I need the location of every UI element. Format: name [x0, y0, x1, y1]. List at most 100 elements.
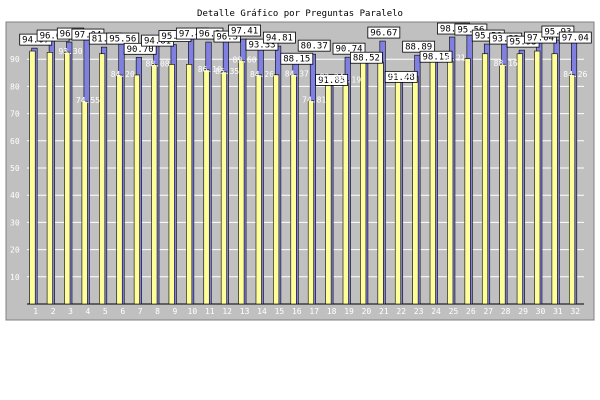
- bar-series-b: [325, 77, 332, 305]
- value-label-series-a: 97.41: [231, 27, 258, 37]
- bar-series-b: [29, 50, 36, 305]
- bar-series-b: [429, 53, 436, 305]
- bar-series-b: [412, 76, 419, 305]
- y-tick-label: 50: [10, 164, 20, 173]
- x-tick-label: 13: [240, 307, 250, 316]
- bar-series-b: [64, 51, 71, 305]
- bar-series-b: [499, 63, 506, 305]
- value-label-series-b: 84.26: [563, 70, 587, 79]
- value-label-box: [245, 38, 279, 51]
- bar-series-b: [203, 69, 210, 305]
- y-axis-ticks: 10 20 30 40 50 60 70 80 90: [10, 55, 20, 282]
- value-label-series-b: 83.24: [320, 73, 344, 82]
- value-label-series-a: 94.81: [266, 34, 293, 44]
- bar-series-b: [377, 61, 384, 305]
- x-tick-label: 27: [483, 307, 493, 316]
- value-label-series-b: 93.30: [58, 47, 82, 56]
- x-tick-label: 4: [86, 307, 91, 316]
- x-tick-label: 10: [188, 307, 198, 316]
- value-label-series-a: 96.67: [40, 32, 67, 42]
- value-label-series-a: 95.56: [457, 26, 484, 36]
- chart-title: Detalle Gráfico por Preguntas Paralelo: [197, 9, 403, 19]
- bar-series-b: [168, 64, 175, 305]
- bar-series-b: [290, 74, 297, 305]
- bar-series-b: [116, 74, 123, 305]
- value-label-box: [350, 51, 383, 64]
- value-label-series-b: 84.26: [250, 70, 274, 79]
- x-tick-label: 22: [396, 307, 406, 316]
- value-label-series-a: 93.33: [248, 41, 275, 51]
- bar-series-b: [394, 76, 402, 305]
- bar-series-b: [568, 74, 576, 305]
- value-label-series-b: 85.35: [215, 67, 239, 76]
- value-label-series-b: 74.81: [302, 96, 326, 105]
- value-label-series-a: 88.15: [283, 55, 310, 65]
- value-label-series-a: 88.89: [405, 43, 432, 53]
- bar-series-b: [133, 74, 140, 305]
- value-label-series-b: 84.20: [111, 70, 135, 79]
- bar-series-b: [238, 59, 245, 305]
- y-tick-label: 20: [10, 246, 20, 255]
- x-tick-label: 21: [379, 307, 389, 316]
- value-label-series-a: 95.37: [161, 32, 188, 42]
- y-tick-label: 10: [10, 273, 20, 282]
- y-tick-label: 80: [10, 82, 20, 91]
- y-tick-label: 70: [10, 110, 20, 119]
- bar-series-b: [534, 50, 541, 305]
- value-label-box: [384, 70, 418, 83]
- x-tick-label: 16: [292, 307, 302, 316]
- bar-series-b: [255, 74, 262, 305]
- y-tick-label: 30: [10, 218, 20, 227]
- value-label-box: [332, 42, 366, 55]
- value-labels: 94.0796.6796.393.3097.0474.5581.4895.568…: [19, 22, 592, 105]
- value-label-series-b: 88.16: [494, 59, 518, 68]
- x-tick-label: 29: [518, 307, 528, 316]
- value-label-box: [558, 31, 592, 44]
- x-tick-label: 24: [431, 307, 441, 316]
- value-label-series-b: 83.64: [389, 71, 413, 80]
- value-label-series-a: 96.3: [60, 30, 82, 40]
- value-label-box: [315, 73, 349, 86]
- x-tick-label: 12: [222, 307, 232, 316]
- value-label-box: [123, 42, 157, 55]
- x-tick-label: 26: [466, 307, 476, 316]
- value-label-series-a: 96.3: [199, 30, 221, 40]
- bar-series-b: [481, 53, 489, 305]
- bar-series-b: [516, 53, 523, 305]
- value-label-box: [297, 39, 331, 52]
- x-tick-label: 15: [275, 307, 285, 316]
- value-label-box: [262, 31, 296, 44]
- x-tick-label: 7: [138, 307, 143, 316]
- value-label-series-b: 74.55: [76, 96, 100, 105]
- y-tick-label: 60: [10, 137, 20, 146]
- value-label-series-b: 84.37: [285, 70, 309, 79]
- value-label-series-a: 91.85: [318, 76, 345, 86]
- bar-series-b: [46, 52, 53, 305]
- x-tick-label: 30: [536, 307, 546, 316]
- value-label-series-a: 97.04: [527, 34, 554, 44]
- x-tick-label: 17: [309, 307, 319, 316]
- x-tick-label: 31: [553, 307, 563, 316]
- value-label-series-a: 90.70: [127, 45, 154, 55]
- x-tick-label: 11: [205, 307, 215, 316]
- value-label-box: [419, 50, 453, 63]
- value-label-series-a: 95.93: [510, 38, 537, 48]
- x-axis-ticks: 1 2 3 4 5 6 7 8 9 10 11 12 13 14 15 16 17 18 19 20 21 22 23 24 2…: [33, 307, 580, 316]
- bar-series-b: [551, 53, 558, 305]
- x-tick-label: 18: [327, 307, 337, 316]
- value-label-series-b: 88.08: [146, 60, 170, 69]
- bar-series-b: [273, 74, 280, 305]
- value-label-series-a: 95.56: [109, 35, 136, 45]
- value-label-series-a: 98.15: [423, 53, 450, 63]
- x-tick-label: 1: [33, 307, 38, 316]
- value-label-series-a: 95.93: [544, 28, 571, 38]
- x-tick-label: 3: [68, 307, 73, 316]
- value-label-box: [213, 30, 241, 43]
- bar-series-b: [342, 80, 349, 305]
- x-tick-label: 9: [173, 307, 178, 316]
- x-tick-label: 19: [344, 307, 354, 316]
- bar-series-b: [307, 100, 315, 305]
- value-label-series-a: 96.3: [216, 33, 238, 43]
- value-label-box: [367, 26, 401, 39]
